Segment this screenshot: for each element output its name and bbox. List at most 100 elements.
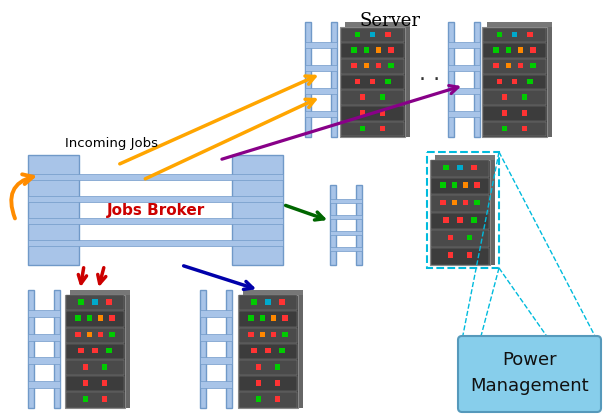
Bar xyxy=(70,290,130,295)
Bar xyxy=(305,42,337,48)
Bar xyxy=(448,87,480,94)
Bar xyxy=(200,290,206,408)
Bar xyxy=(474,182,479,188)
Bar xyxy=(501,126,507,131)
Bar xyxy=(66,328,124,343)
Bar xyxy=(232,155,283,265)
Bar xyxy=(83,364,89,369)
Bar xyxy=(452,182,457,188)
Bar xyxy=(28,357,60,364)
Bar xyxy=(78,348,84,353)
Bar xyxy=(388,63,394,69)
Bar xyxy=(331,22,337,137)
Bar xyxy=(106,300,111,305)
Bar xyxy=(512,32,517,37)
Bar xyxy=(275,364,280,369)
Bar xyxy=(330,198,362,203)
Bar xyxy=(83,380,89,386)
Bar xyxy=(360,110,365,116)
Bar xyxy=(66,312,124,327)
Bar xyxy=(271,315,277,321)
Bar xyxy=(256,364,261,369)
Bar xyxy=(305,111,337,117)
Bar xyxy=(102,396,107,402)
Bar xyxy=(370,32,375,37)
Bar xyxy=(66,295,124,310)
Bar xyxy=(75,315,81,321)
Bar xyxy=(265,348,271,353)
Bar xyxy=(109,315,115,321)
Bar xyxy=(330,247,362,251)
Bar xyxy=(341,43,404,58)
Bar xyxy=(547,27,552,137)
Bar xyxy=(238,295,298,408)
Bar xyxy=(243,290,303,295)
Bar xyxy=(380,94,386,100)
Bar xyxy=(354,79,360,84)
Bar xyxy=(463,200,468,205)
Bar xyxy=(430,160,490,265)
Bar xyxy=(65,295,125,408)
Bar xyxy=(471,165,477,170)
Bar xyxy=(66,344,124,359)
Bar xyxy=(385,32,391,37)
Bar xyxy=(330,185,336,265)
Bar xyxy=(28,174,283,180)
Bar xyxy=(431,213,489,230)
Bar xyxy=(298,295,303,408)
Bar xyxy=(376,63,381,69)
Bar xyxy=(431,178,489,194)
Bar xyxy=(239,312,297,327)
Bar xyxy=(87,315,92,321)
Bar xyxy=(427,152,499,268)
Bar xyxy=(474,22,480,137)
Bar xyxy=(483,28,546,42)
Bar xyxy=(457,165,463,170)
Bar xyxy=(463,182,468,188)
Bar xyxy=(355,185,362,265)
Bar xyxy=(265,300,271,305)
Bar xyxy=(522,94,527,100)
Bar xyxy=(28,155,79,265)
Bar xyxy=(530,47,535,53)
Bar xyxy=(251,348,257,353)
Bar xyxy=(28,240,283,246)
Bar xyxy=(466,235,472,240)
Bar xyxy=(75,332,81,337)
Bar xyxy=(444,217,448,223)
Bar xyxy=(363,63,369,69)
Bar xyxy=(87,332,92,337)
Bar xyxy=(487,22,552,27)
Bar xyxy=(239,344,297,359)
Bar xyxy=(341,90,404,105)
Bar xyxy=(28,196,283,202)
Bar xyxy=(239,392,297,408)
Bar xyxy=(200,381,232,388)
Bar xyxy=(28,218,283,224)
Bar xyxy=(483,90,546,105)
Bar xyxy=(482,27,547,137)
Bar xyxy=(239,295,297,310)
Text: · ·: · · xyxy=(419,70,440,90)
Bar xyxy=(527,32,532,37)
Bar xyxy=(225,290,232,408)
Bar xyxy=(512,79,517,84)
Bar xyxy=(275,396,280,402)
Bar xyxy=(239,376,297,391)
Bar xyxy=(483,59,546,74)
Bar xyxy=(200,334,232,341)
Bar xyxy=(83,396,89,402)
Bar xyxy=(66,360,124,375)
Bar xyxy=(109,332,115,337)
Bar xyxy=(483,43,546,58)
Bar xyxy=(251,300,257,305)
Bar xyxy=(282,332,288,337)
Bar xyxy=(271,332,277,337)
Bar xyxy=(471,217,477,223)
Bar xyxy=(98,315,103,321)
Bar xyxy=(66,376,124,391)
Bar xyxy=(448,64,480,72)
FancyBboxPatch shape xyxy=(458,336,601,412)
Text: Management: Management xyxy=(470,377,589,395)
Bar xyxy=(92,348,98,353)
